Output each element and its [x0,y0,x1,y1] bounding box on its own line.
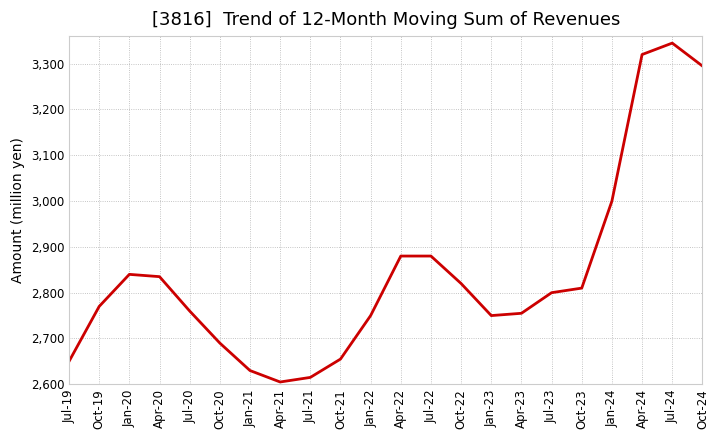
Title: [3816]  Trend of 12-Month Moving Sum of Revenues: [3816] Trend of 12-Month Moving Sum of R… [151,11,620,29]
Y-axis label: Amount (million yen): Amount (million yen) [11,137,25,283]
